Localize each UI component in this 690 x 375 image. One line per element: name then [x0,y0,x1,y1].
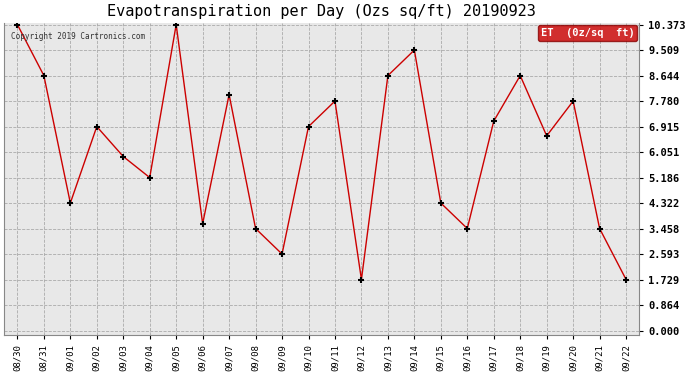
Text: Copyright 2019 Cartronics.com: Copyright 2019 Cartronics.com [10,33,145,42]
Legend: ET  (0z/sq  ft): ET (0z/sq ft) [538,25,638,41]
Title: Evapotranspiration per Day (Ozs sq/ft) 20190923: Evapotranspiration per Day (Ozs sq/ft) 2… [108,4,536,19]
